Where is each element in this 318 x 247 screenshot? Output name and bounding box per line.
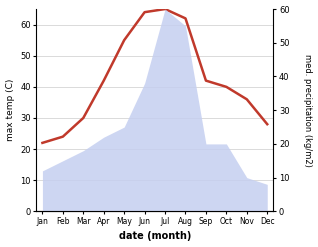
X-axis label: date (month): date (month) — [119, 231, 191, 242]
Y-axis label: med. precipitation (kg/m2): med. precipitation (kg/m2) — [303, 54, 313, 167]
Y-axis label: max temp (C): max temp (C) — [5, 79, 15, 141]
